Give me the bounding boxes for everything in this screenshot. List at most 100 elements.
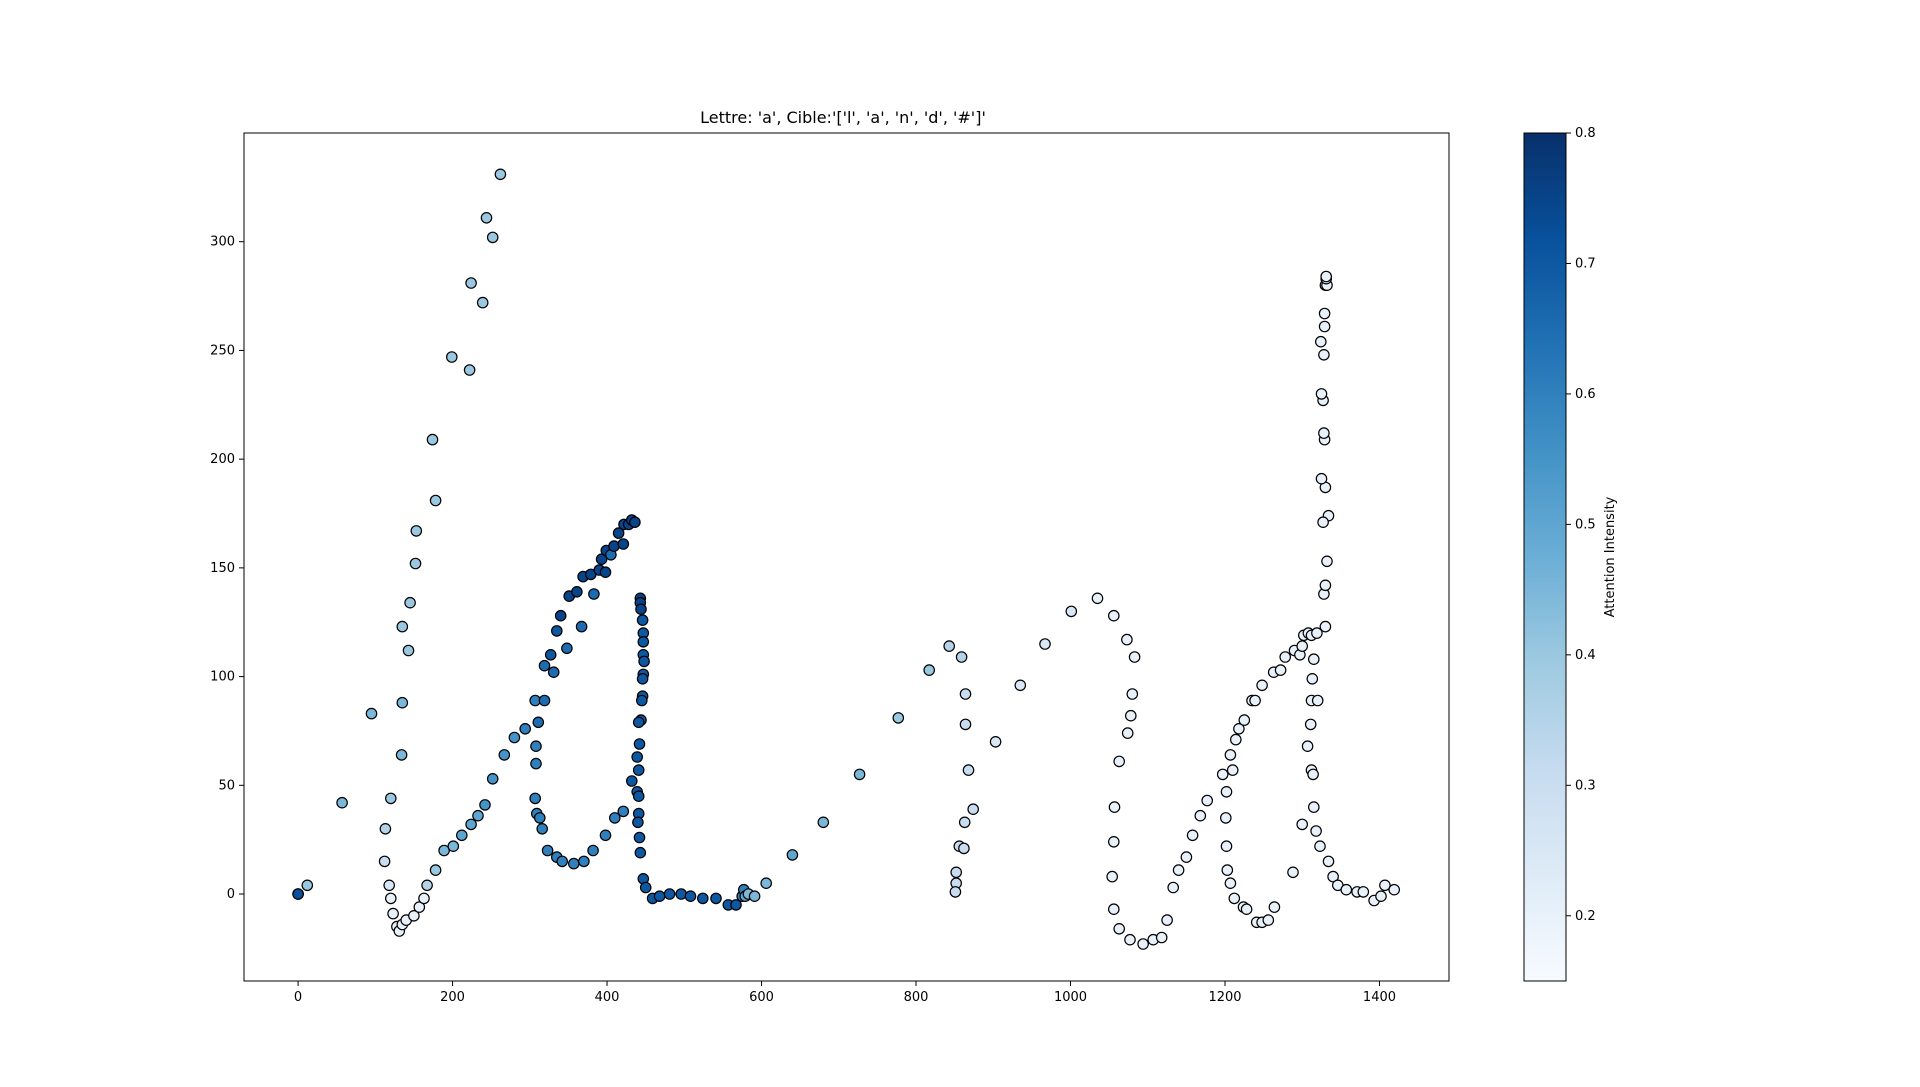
y-tick-label: 200 <box>210 452 235 467</box>
scatter-point <box>575 620 588 633</box>
scatter-point <box>1155 931 1168 944</box>
scatter-point <box>402 644 415 657</box>
y-tick-label: 250 <box>210 343 235 358</box>
scatter-point <box>578 855 590 868</box>
scatter-point <box>1230 733 1242 746</box>
scatter-point <box>550 625 563 637</box>
colorbar-tick-label: 0.7 <box>1575 256 1596 271</box>
colorbar-ticks: 0.2 0.3 0.4 0.5 0.6 0.7 0.8 <box>1566 126 1596 924</box>
scatter-point <box>663 888 676 900</box>
scatter-point <box>636 672 649 685</box>
scatter-point <box>384 892 397 905</box>
scatter-point <box>1220 840 1233 852</box>
scatter-point <box>519 722 531 735</box>
scatter-point <box>1314 840 1326 852</box>
scatter-point <box>599 829 612 842</box>
scatter-point <box>1180 851 1193 863</box>
scatter-point <box>544 648 557 661</box>
scatter-point <box>541 844 554 857</box>
scatter-point <box>292 888 304 900</box>
scatter-point <box>1315 388 1328 400</box>
x-tick-label: 600 <box>749 990 774 1005</box>
scatter-point <box>561 642 573 655</box>
scatter-point <box>1220 785 1233 798</box>
scatter-point <box>608 812 621 824</box>
scatter-point <box>378 855 391 868</box>
scatter-point <box>486 231 499 244</box>
scatter-point <box>556 855 568 868</box>
y-tick-label: 100 <box>210 670 235 685</box>
scatter-point <box>1301 740 1314 752</box>
x-tick-label: 0 <box>294 990 302 1005</box>
scatter-point <box>1308 653 1320 665</box>
scatter-point <box>588 588 600 600</box>
scatter-point <box>383 879 395 892</box>
scatter-point <box>989 735 1002 748</box>
scatter-point <box>529 792 541 805</box>
scatter-point <box>635 603 647 615</box>
scatter-point <box>1167 881 1179 894</box>
scatter-point <box>1256 679 1268 692</box>
scatter-point <box>1224 877 1237 889</box>
scatter-point <box>536 822 548 835</box>
scatter-point <box>301 879 314 892</box>
scatter-point <box>1315 472 1328 485</box>
scatter-point <box>1311 694 1324 707</box>
plot-area-frame <box>243 132 1450 982</box>
scatter-point <box>465 818 477 831</box>
scatter-point <box>1317 516 1329 528</box>
scatter-point <box>1137 938 1149 950</box>
scatter-point <box>1304 718 1317 731</box>
scatter-point <box>429 864 442 876</box>
scatter-point <box>634 846 647 859</box>
scatter-point <box>1322 855 1335 868</box>
scatter-point <box>530 757 542 770</box>
scatter-point <box>413 901 426 913</box>
scatter-point <box>943 640 955 652</box>
scatter-point <box>1224 749 1237 761</box>
y-tick-label: 0 <box>227 887 235 902</box>
scatter-point <box>387 907 399 920</box>
scatter-point <box>1357 886 1370 898</box>
scatter-point <box>508 731 521 744</box>
scatter-point <box>476 296 489 309</box>
x-tick-label: 1200 <box>1208 990 1241 1005</box>
chart-title: Lettre: 'a', Cible:'['l', 'a', 'n', 'd',… <box>700 108 986 127</box>
scatter-point <box>426 433 439 446</box>
scatter-point <box>617 538 630 550</box>
scatter-point <box>1340 883 1353 896</box>
scatter-point <box>1315 335 1327 348</box>
scatter-point <box>396 696 409 709</box>
scatter-point <box>455 829 468 842</box>
scatter-point <box>480 212 493 224</box>
scatter-point <box>1128 651 1141 663</box>
scatter-point <box>1233 722 1245 735</box>
scatter-point <box>465 277 477 289</box>
x-axis: 0 200 400 600 800 1000 1200 1400 <box>294 981 1396 1005</box>
colorbar-tick-label: 0.6 <box>1575 387 1596 402</box>
scatter-point <box>786 849 799 861</box>
scatter-point <box>1125 709 1137 722</box>
scatter-point <box>408 909 420 922</box>
scatter-point <box>384 792 397 805</box>
scatter-point <box>1320 270 1332 283</box>
y-tick-label: 150 <box>210 561 235 576</box>
scatter-point <box>1014 679 1027 692</box>
scatter-point <box>1039 638 1051 650</box>
scatter-point <box>567 857 580 870</box>
x-tick-label: 800 <box>904 990 929 1005</box>
scatter-point <box>479 799 491 811</box>
x-tick-label: 200 <box>440 990 465 1005</box>
y-tick-label: 50 <box>218 778 235 793</box>
scatter-point <box>949 886 962 898</box>
scatter-point <box>684 890 697 902</box>
scatter-point <box>675 888 687 900</box>
x-tick-label: 1000 <box>1054 990 1087 1005</box>
scatter-point <box>1161 914 1173 926</box>
colorbar <box>1523 132 1567 982</box>
scatter-point <box>1311 627 1323 639</box>
scatter-point <box>1106 870 1118 883</box>
scatter-point <box>636 614 649 626</box>
scatter-point <box>538 659 551 672</box>
scatter-point <box>1121 633 1133 646</box>
